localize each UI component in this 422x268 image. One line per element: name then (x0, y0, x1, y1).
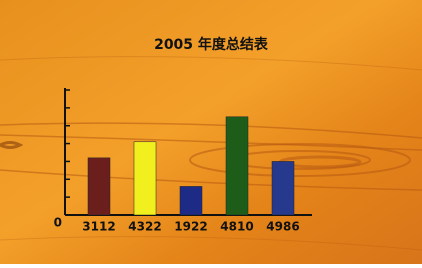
x-tick-label: 4810 (220, 220, 253, 234)
x-tick-label: 4322 (128, 220, 161, 234)
bar (272, 161, 294, 215)
bar (88, 158, 110, 215)
chart: 2005 年度总结表 0 3112 4322 1922 4810 4986 (0, 0, 422, 264)
y-tick-label: 0 (54, 216, 62, 230)
x-tick-label: 4986 (266, 220, 299, 234)
x-tick-label: 1922 (174, 220, 207, 234)
bar (134, 142, 156, 215)
bar (226, 117, 248, 215)
chart-title: 2005 年度总结表 (154, 36, 269, 53)
page: 2005 年度总结表 031124322192248104986 (() => … (0, 0, 422, 264)
x-tick-label: 3112 (82, 220, 115, 234)
bar (180, 186, 202, 215)
